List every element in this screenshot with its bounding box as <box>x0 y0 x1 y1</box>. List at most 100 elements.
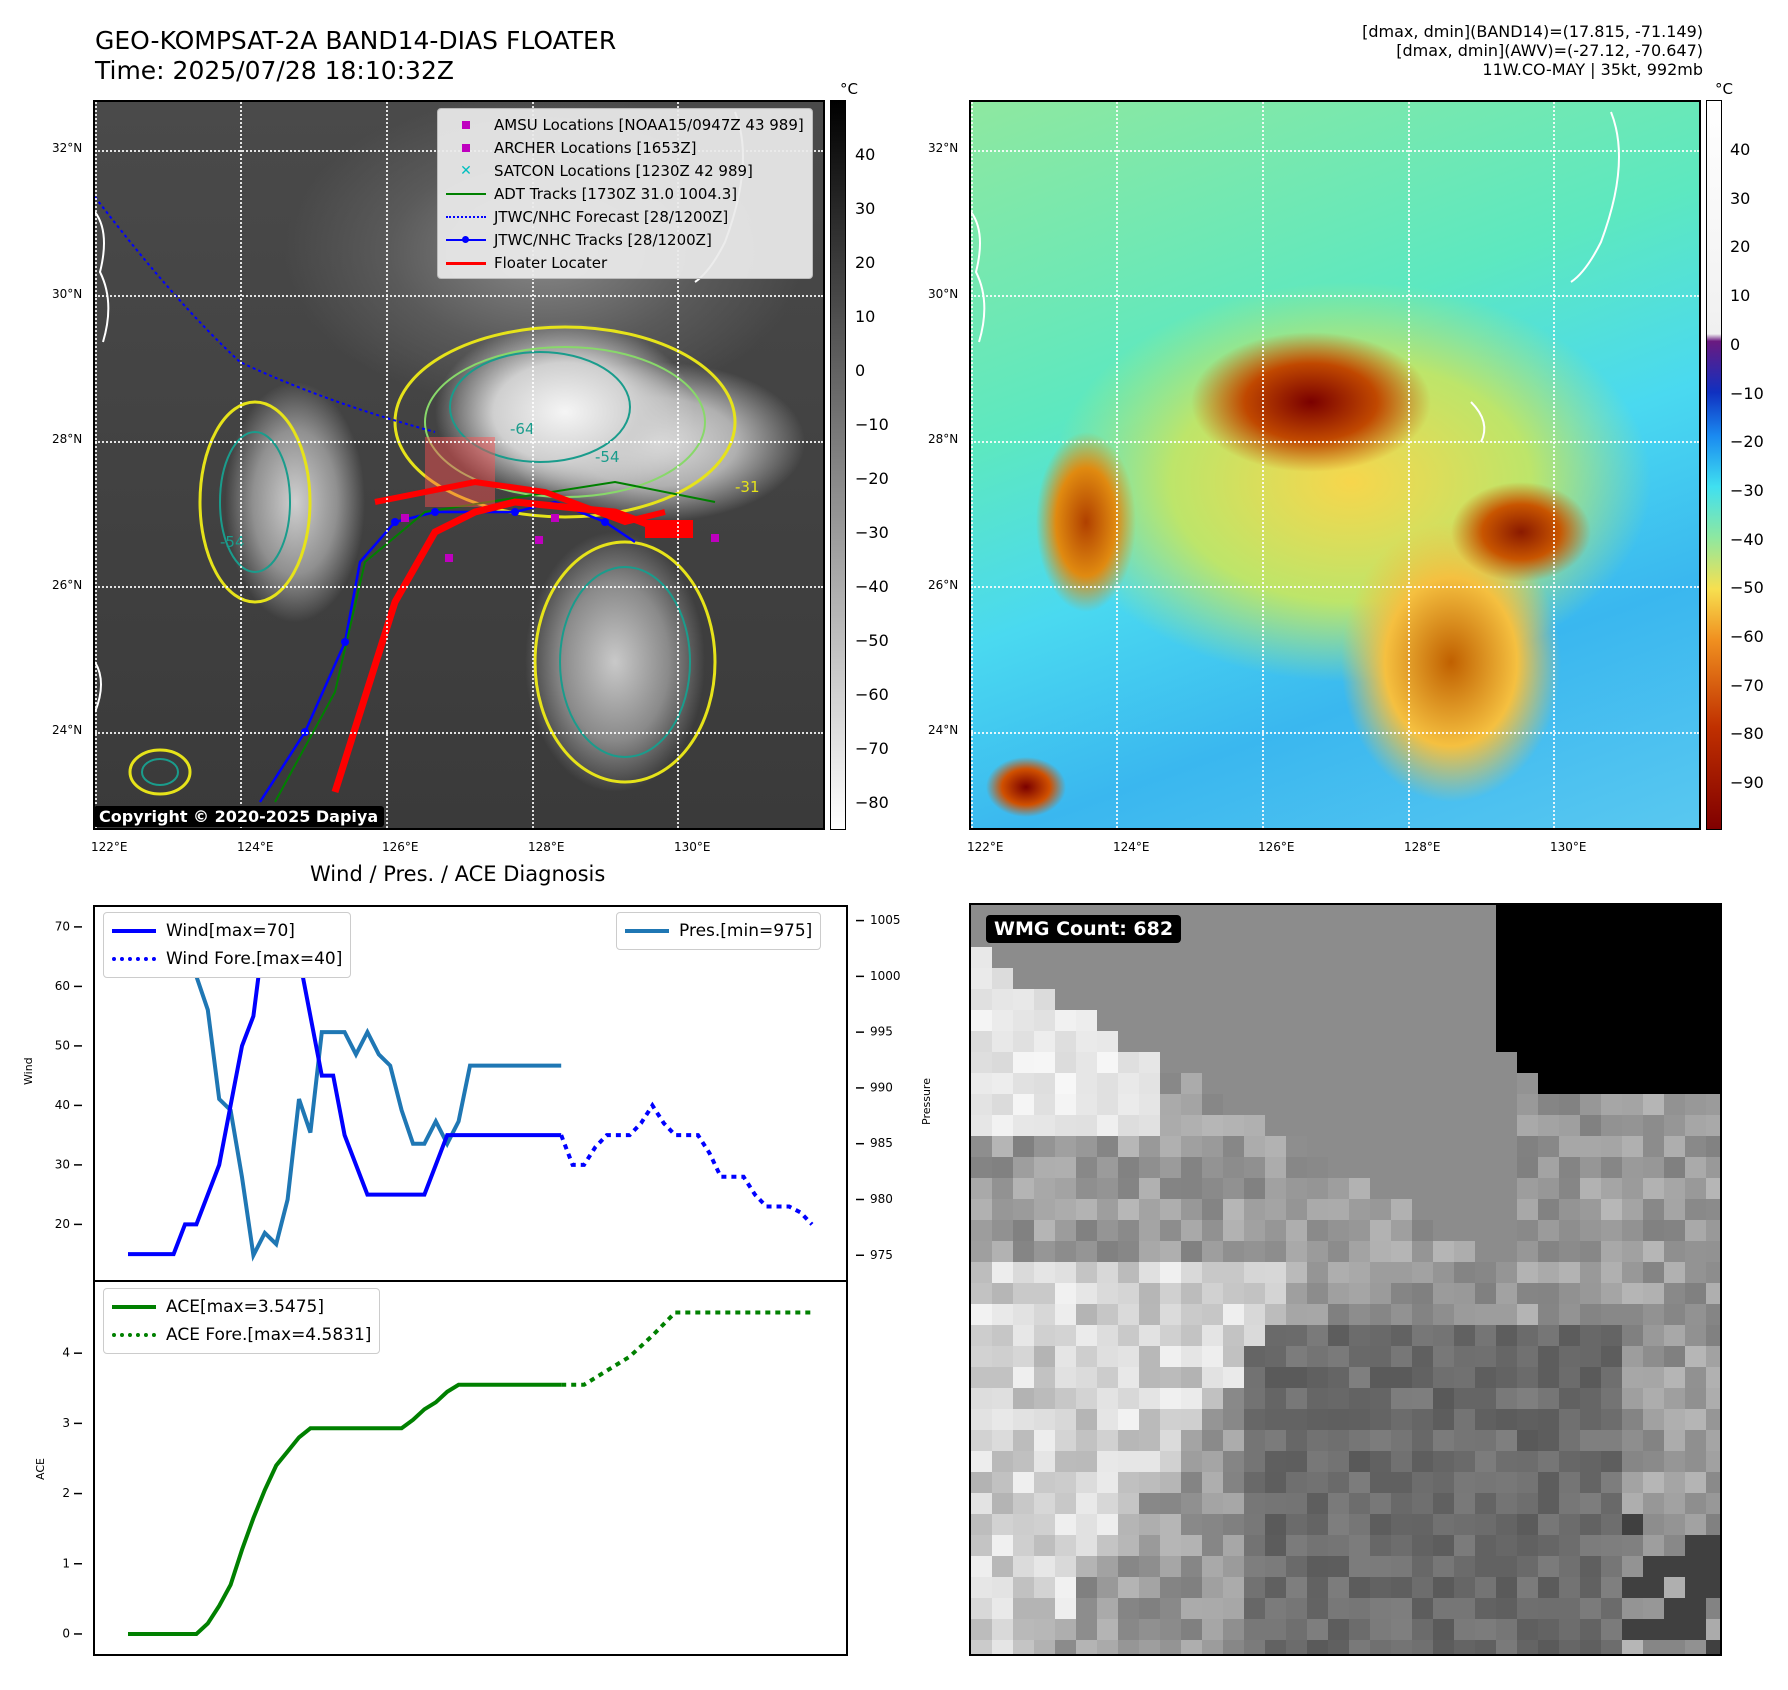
wmg-pixel <box>1664 968 1685 989</box>
wmg-pixel <box>1538 926 1559 947</box>
title-line2: Time: 2025/07/28 18:10:32Z <box>95 56 454 85</box>
wmg-pixel <box>1370 1073 1391 1094</box>
wmg-pixel <box>1181 1619 1202 1640</box>
wmg-pixel <box>1139 968 1160 989</box>
wmg-pixel <box>1013 1262 1034 1283</box>
wmg-pixel <box>1286 1346 1307 1367</box>
wmg-pixel <box>1328 1388 1349 1409</box>
wmg-pixel <box>1454 1619 1475 1640</box>
wmg-pixel <box>1517 1094 1538 1115</box>
wmg-pixel <box>1055 1640 1076 1654</box>
wmg-pixel <box>1097 1577 1118 1598</box>
wmg-pixel <box>1580 1031 1601 1052</box>
wmg-pixel <box>1202 1052 1223 1073</box>
wmg-pixel <box>1496 1514 1517 1535</box>
wmg-pixel <box>1328 1304 1349 1325</box>
wmg-pixel <box>1181 1010 1202 1031</box>
wmg-pixel <box>1076 1010 1097 1031</box>
wmg-pixel <box>1706 1283 1720 1304</box>
wmg-pixel <box>1391 1010 1412 1031</box>
wmg-pixel <box>1706 1094 1720 1115</box>
wmg-pixel <box>971 1598 992 1619</box>
wmg-pixel <box>1265 1346 1286 1367</box>
wmg-pixel <box>1496 1157 1517 1178</box>
wmg-pixel <box>1202 1409 1223 1430</box>
wmg-pixel <box>1601 1346 1622 1367</box>
wmg-pixel <box>1139 1409 1160 1430</box>
wmg-pixel <box>1349 1052 1370 1073</box>
wmg-pixel <box>1223 1073 1244 1094</box>
wmg-pixel <box>1265 1451 1286 1472</box>
wmg-pixel <box>1202 1577 1223 1598</box>
wmg-pixel <box>1223 1388 1244 1409</box>
wmg-pixel <box>1517 1472 1538 1493</box>
wmg-pixel <box>1223 1367 1244 1388</box>
wmg-pixel <box>1391 1304 1412 1325</box>
wmg-pixel <box>1538 1073 1559 1094</box>
wmg-pixel <box>1328 1010 1349 1031</box>
wmg-pixel <box>1454 1052 1475 1073</box>
wmg-pixel <box>1181 1598 1202 1619</box>
wmg-pixel <box>1391 947 1412 968</box>
wmg-pixel <box>1328 1199 1349 1220</box>
wmg-pixel <box>1223 1430 1244 1451</box>
wmg-pixel <box>1601 1136 1622 1157</box>
lon-label: 128°E <box>1404 840 1441 854</box>
wmg-pixel <box>1433 926 1454 947</box>
wmg-pixel <box>1202 1346 1223 1367</box>
legend-item: Wind Fore.[max=40] <box>112 945 342 973</box>
wmg-pixel <box>1580 1514 1601 1535</box>
wmg-pixel <box>1013 947 1034 968</box>
wmg-pixel <box>1412 1052 1433 1073</box>
wmg-pixel <box>992 1283 1013 1304</box>
wmg-pixel <box>1349 1640 1370 1654</box>
lat-label: 28°N <box>52 432 83 446</box>
wmg-pixel <box>1307 1220 1328 1241</box>
wmg-pixel <box>1391 1325 1412 1346</box>
wmg-pixel <box>1433 1115 1454 1136</box>
wmg-pixel <box>971 1556 992 1577</box>
wmg-pixel <box>1601 1556 1622 1577</box>
wmg-pixel <box>1454 1556 1475 1577</box>
wmg-pixel <box>1601 1094 1622 1115</box>
lon-label: 130°E <box>674 840 711 854</box>
wmg-pixel <box>1538 1619 1559 1640</box>
wmg-pixel <box>1412 1178 1433 1199</box>
wmg-pixel <box>1118 1325 1139 1346</box>
wmg-pixel <box>1244 1619 1265 1640</box>
title-line1: GEO-KOMPSAT-2A BAND14-DIAS FLOATER <box>95 26 617 55</box>
wmg-pixel <box>1538 968 1559 989</box>
wmg-pixel <box>1097 989 1118 1010</box>
wmg-pixel <box>1601 1325 1622 1346</box>
wmg-pixel <box>1097 1430 1118 1451</box>
wmg-pixel <box>1223 1472 1244 1493</box>
wmg-pixel <box>1433 1136 1454 1157</box>
wmg-pixel <box>1370 1493 1391 1514</box>
wmg-pixel <box>1454 1304 1475 1325</box>
wmg-pixel <box>1328 1367 1349 1388</box>
wmg-pixel <box>1013 1052 1034 1073</box>
wmg-pixel <box>1076 1472 1097 1493</box>
wmg-pixel <box>1370 1472 1391 1493</box>
wmg-pixel <box>1244 968 1265 989</box>
wmg-pixel <box>1328 1451 1349 1472</box>
wmg-pixel <box>1664 1157 1685 1178</box>
wmg-pixel <box>1055 1157 1076 1178</box>
wmg-pixel <box>1412 1619 1433 1640</box>
wmg-pixel <box>1454 926 1475 947</box>
wmg-pixel <box>1139 1241 1160 1262</box>
wmg-pixel <box>1013 968 1034 989</box>
wmg-pixel <box>1265 1178 1286 1199</box>
wmg-pixel <box>1685 1367 1706 1388</box>
wmg-pixel <box>971 1577 992 1598</box>
wmg-pixel <box>1286 1052 1307 1073</box>
wmg-pixel <box>1055 1262 1076 1283</box>
wmg-pixel <box>971 1388 992 1409</box>
wmg-pixel <box>1685 1514 1706 1535</box>
wmg-pixel <box>1622 926 1643 947</box>
wmg-pixel <box>1517 1220 1538 1241</box>
wmg-pixel <box>1160 1157 1181 1178</box>
wmg-pixel <box>1622 1619 1643 1640</box>
wmg-pixel <box>1013 1325 1034 1346</box>
wmg-pixel <box>1181 1514 1202 1535</box>
